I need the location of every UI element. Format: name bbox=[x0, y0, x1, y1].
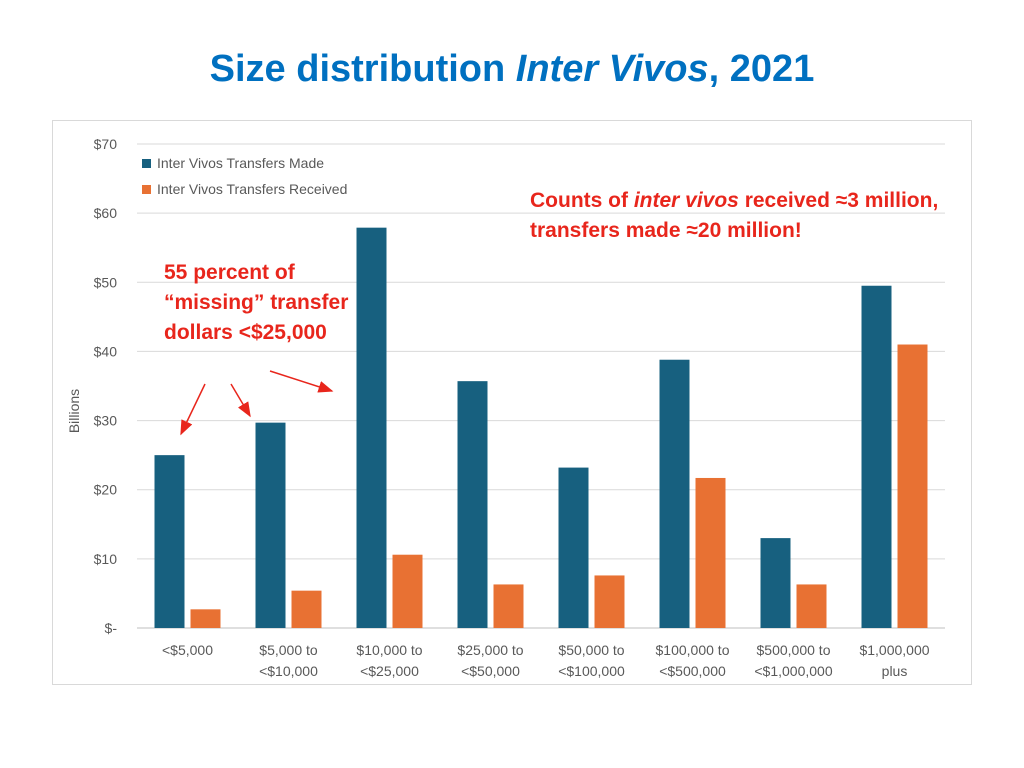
y-tick-label: $70 bbox=[94, 136, 118, 152]
bar-received-3 bbox=[392, 554, 423, 628]
bar-made-3 bbox=[356, 227, 387, 629]
bar-received-8 bbox=[897, 344, 928, 628]
annotation-arrows bbox=[180, 370, 334, 436]
bar-made-7 bbox=[760, 538, 791, 628]
annotation-counts-part-1: Counts of bbox=[530, 189, 634, 212]
x-tick-label: $100,000 to <$500,000 bbox=[656, 642, 730, 679]
y-tick-label: $20 bbox=[94, 482, 118, 498]
bars bbox=[154, 227, 928, 629]
arrow-to-bar-1 bbox=[180, 383, 206, 436]
title-part-3: , 2021 bbox=[708, 48, 815, 90]
arrow-to-bar-3 bbox=[269, 370, 334, 393]
annotation-counts-part-2: inter vivos bbox=[633, 189, 739, 212]
y-tick-label: $30 bbox=[94, 413, 118, 429]
y-tick-label: $10 bbox=[94, 551, 118, 567]
annotation-counts-part-3: received ≈3 million, transfers made ≈20 … bbox=[530, 189, 939, 242]
legend-swatch-made bbox=[142, 158, 151, 168]
bar-made-5 bbox=[558, 467, 589, 628]
annotation-counts: Counts of inter vivos received ≈3 millio… bbox=[530, 186, 950, 246]
bar-made-1 bbox=[154, 455, 185, 628]
bar-received-2 bbox=[291, 590, 322, 628]
bar-received-6 bbox=[695, 477, 726, 628]
y-axis-ticks: $- $10 $20 $30 $40 $50 $60 $70 bbox=[94, 136, 118, 636]
bar-received-1 bbox=[190, 609, 221, 628]
x-tick-label: $1,000,000 plus bbox=[859, 642, 929, 679]
x-tick-label: $10,000 to <$25,000 bbox=[356, 642, 422, 679]
bar-received-7 bbox=[796, 584, 827, 628]
x-axis-ticks: <$5,000 $5,000 to <$10,000 $10,000 to <$25,0… bbox=[162, 642, 930, 679]
x-tick-label: <$5,000 bbox=[162, 642, 213, 658]
bar-made-8 bbox=[861, 285, 892, 628]
slide-title: Size distribution Inter Vivos, 2021 bbox=[0, 44, 1024, 94]
bar-made-2 bbox=[255, 422, 286, 628]
y-tick-label: $- bbox=[105, 620, 118, 636]
y-tick-label: $40 bbox=[94, 343, 118, 359]
bar-received-4 bbox=[493, 584, 524, 628]
y-tick-label: $50 bbox=[94, 274, 118, 290]
bar-made-4 bbox=[457, 381, 488, 628]
x-tick-label: $500,000 to <$1,000,000 bbox=[754, 642, 832, 679]
legend-item-received: Inter Vivos Transfers Received bbox=[142, 181, 347, 197]
arrow-to-bar-2 bbox=[230, 383, 251, 418]
x-tick-label: $25,000 to <$50,000 bbox=[457, 642, 523, 679]
legend-swatch-received bbox=[142, 184, 151, 194]
legend-label-received: Inter Vivos Transfers Received bbox=[157, 181, 348, 197]
annotation-missing-dollars: 55 percent of “missing” transfer dollars… bbox=[164, 261, 349, 344]
bar-received-5 bbox=[594, 575, 625, 628]
y-axis-label: Billions bbox=[66, 389, 82, 433]
x-tick-label: $5,000 to <$10,000 bbox=[259, 642, 318, 679]
legend-item-made: Inter Vivos Transfers Made bbox=[142, 155, 324, 171]
y-tick-label: $60 bbox=[94, 205, 118, 221]
title-part-1: Size distribution bbox=[209, 48, 516, 90]
title-part-2: Inter Vivos bbox=[515, 48, 709, 90]
bar-made-6 bbox=[659, 359, 690, 628]
legend-label-made: Inter Vivos Transfers Made bbox=[157, 155, 325, 171]
x-tick-label: $50,000 to <$100,000 bbox=[558, 642, 625, 679]
